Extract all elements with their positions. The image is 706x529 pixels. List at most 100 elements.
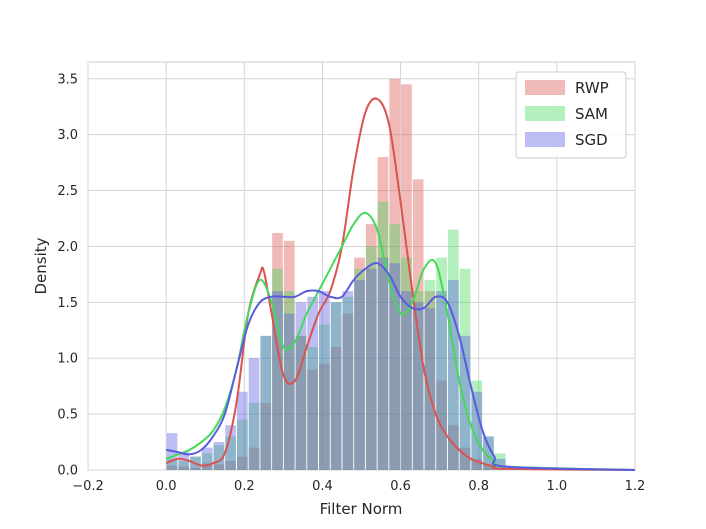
legend-swatch-sgd bbox=[525, 132, 565, 147]
kde-curves bbox=[165, 97, 636, 471]
x-tick-label: 1.2 bbox=[625, 479, 646, 494]
bar-rwp bbox=[412, 179, 424, 470]
bar-sgd bbox=[424, 307, 436, 470]
bar-sgd bbox=[178, 452, 190, 470]
bar-sgd bbox=[342, 291, 354, 470]
bar-rwp bbox=[201, 463, 213, 470]
bar-rwp bbox=[260, 402, 272, 470]
bar-rwp bbox=[471, 458, 483, 470]
y-tick-label: 3.5 bbox=[57, 72, 78, 87]
bar-sgd bbox=[213, 442, 225, 470]
legend-swatch-sam bbox=[525, 106, 565, 121]
bar-sam bbox=[178, 461, 190, 470]
bar-sgd bbox=[307, 296, 319, 470]
bar-rwp bbox=[459, 447, 471, 470]
bar-sgd bbox=[319, 291, 330, 470]
y-tick-label: 1.5 bbox=[57, 296, 78, 311]
bar-rwp bbox=[248, 447, 260, 470]
y-tick-label: 0.0 bbox=[57, 464, 78, 479]
bar-rwp bbox=[225, 461, 236, 470]
bar-rwp bbox=[213, 464, 225, 470]
bar-rwp bbox=[447, 425, 459, 470]
bar-rwp bbox=[307, 369, 319, 470]
bar-rwp bbox=[178, 466, 190, 470]
bar-rwp bbox=[389, 78, 401, 470]
bar-sam bbox=[389, 224, 401, 470]
bar-rwp bbox=[283, 240, 295, 470]
bar-rwp bbox=[319, 363, 330, 470]
bar-sam bbox=[307, 347, 319, 470]
y-tick-label: 2.5 bbox=[57, 184, 78, 199]
bar-sgd bbox=[389, 263, 401, 470]
y-axis-ticks: 0.0 0.5 1.0 1.5 2.0 2.5 3.0 3.5 bbox=[57, 72, 78, 478]
bar-sgd bbox=[260, 335, 272, 470]
bar-sgd bbox=[436, 291, 447, 470]
legend-label-sam: SAM bbox=[575, 105, 608, 123]
bar-sam bbox=[424, 279, 436, 470]
bar-sam bbox=[272, 268, 283, 470]
bar-sgd bbox=[272, 291, 283, 470]
x-axis-ticks: −0.2 0.0 0.2 0.4 0.6 0.8 1.0 1.2 bbox=[72, 479, 645, 494]
kde-line-rwp bbox=[165, 97, 636, 471]
bar-sgd bbox=[295, 302, 307, 470]
bar-rwp bbox=[483, 464, 494, 470]
bar-sgd bbox=[248, 358, 260, 470]
bar-rwp bbox=[295, 335, 307, 470]
bar-sgd bbox=[401, 291, 412, 470]
bar-rwp bbox=[190, 467, 201, 470]
bar-rwp bbox=[236, 456, 248, 470]
legend-box bbox=[515, 71, 627, 159]
y-tick-label: 2.0 bbox=[57, 240, 78, 255]
bar-sgd bbox=[236, 391, 248, 470]
bar-rwp bbox=[365, 224, 377, 470]
bar-sam bbox=[213, 445, 225, 470]
y-axis-label: Density bbox=[32, 237, 50, 294]
bar-sam bbox=[295, 335, 307, 470]
bar-sgd bbox=[365, 268, 377, 470]
bar-sam bbox=[319, 324, 330, 470]
bar-sam bbox=[342, 296, 354, 470]
x-tick-label: 0.6 bbox=[390, 479, 411, 494]
bar-sgd bbox=[330, 302, 342, 470]
bar-rwp bbox=[330, 347, 342, 470]
bar-rwp bbox=[354, 257, 365, 470]
bar-rwp bbox=[377, 157, 389, 470]
legend-label-rwp: RWP bbox=[575, 79, 609, 97]
y-tick-label: 0.5 bbox=[57, 408, 78, 423]
bar-sam bbox=[201, 453, 213, 470]
bar-sam bbox=[365, 246, 377, 470]
bar-sgd bbox=[377, 257, 389, 470]
bar-sam bbox=[459, 268, 471, 470]
bar-rwp bbox=[342, 313, 354, 470]
bar-rwp bbox=[424, 291, 436, 470]
bar-sam bbox=[354, 268, 365, 470]
bar-sgd bbox=[225, 425, 236, 470]
bar-sam bbox=[436, 257, 447, 470]
grid-lines bbox=[87, 62, 636, 471]
legend-label-sgd: SGD bbox=[575, 131, 608, 149]
bar-sgd bbox=[471, 391, 483, 470]
bar-sam bbox=[471, 380, 483, 470]
bar-sgd bbox=[354, 279, 365, 470]
bar-sam bbox=[248, 402, 260, 470]
bar-sam bbox=[225, 436, 236, 470]
x-tick-label: 0.0 bbox=[156, 479, 177, 494]
bar-sgd bbox=[283, 313, 295, 470]
x-tick-label: 1.0 bbox=[547, 479, 568, 494]
legend-swatch-rwp bbox=[525, 80, 565, 95]
bar-sam bbox=[260, 335, 272, 470]
bar-sgd bbox=[447, 279, 459, 470]
x-tick-label: 0.2 bbox=[234, 479, 255, 494]
y-tick-label: 3.0 bbox=[57, 128, 78, 143]
bar-sam bbox=[412, 291, 424, 470]
x-tick-label: 0.4 bbox=[312, 479, 333, 494]
legend: RWP SAM SGD bbox=[515, 71, 627, 159]
kde-line-sgd bbox=[165, 262, 636, 471]
x-axis-label: Filter Norm bbox=[320, 500, 403, 518]
bar-sam bbox=[401, 257, 412, 470]
kde-line-sam bbox=[165, 211, 636, 471]
bar-sam bbox=[494, 453, 506, 470]
y-tick-label: 1.0 bbox=[57, 352, 78, 367]
bar-sam bbox=[236, 419, 248, 470]
